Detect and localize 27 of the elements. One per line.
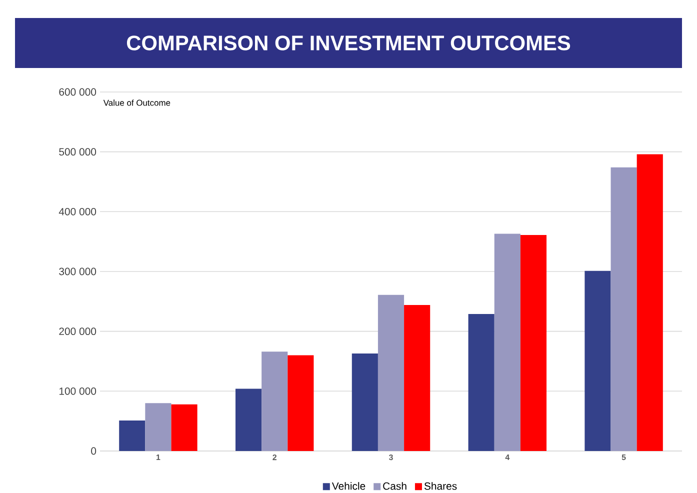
bar [520, 234, 547, 451]
bar [494, 234, 520, 451]
bar [145, 403, 172, 451]
legend-label: Vehicle [332, 482, 366, 490]
bar [468, 314, 494, 451]
bar [171, 404, 198, 451]
y-tick-label: 400 000 [58, 208, 96, 216]
bar [262, 352, 288, 451]
bar [584, 270, 611, 451]
bar [119, 420, 146, 451]
y-axis-title: Value of Outcome [103, 100, 170, 106]
bar [378, 294, 404, 451]
legend-label: Shares [424, 482, 457, 490]
bar [610, 167, 637, 451]
y-tick-label: 300 000 [59, 268, 96, 276]
bar [352, 353, 378, 451]
y-tick-label: 0 [91, 447, 96, 455]
y-tick-label: 100 000 [59, 387, 96, 395]
bar [288, 355, 314, 451]
y-tick-label: 600 000 [59, 88, 96, 96]
bar [636, 154, 663, 451]
y-tick-label: 500 000 [59, 148, 96, 156]
legend-label: Cash [383, 482, 406, 490]
bar [404, 304, 430, 451]
y-tick-label: 200 000 [59, 328, 96, 336]
chart-title: COMPARISON OF INVESTMENT OUTCOMES [126, 36, 570, 50]
bar [235, 388, 262, 451]
